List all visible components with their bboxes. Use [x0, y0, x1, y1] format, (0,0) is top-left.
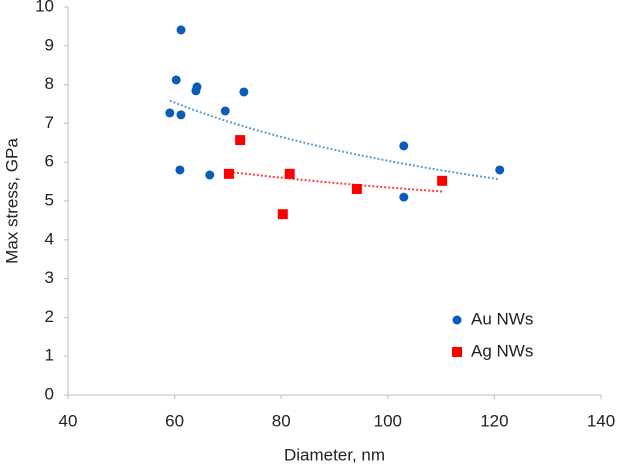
legend-label: Au NWs — [471, 309, 533, 328]
point — [284, 168, 295, 179]
point — [399, 141, 409, 151]
point — [176, 25, 186, 35]
y-tick-label: 6 — [45, 152, 54, 171]
point — [437, 175, 448, 186]
point — [176, 110, 186, 120]
y-tick-label: 2 — [45, 307, 54, 326]
x-tick-label: 40 — [59, 411, 78, 430]
point — [205, 170, 215, 180]
y-tick-label: 4 — [45, 229, 54, 248]
point — [399, 192, 409, 202]
legend-label: Ag NWs — [471, 341, 533, 360]
point — [171, 75, 181, 85]
point — [495, 165, 505, 175]
y-tick-label: 0 — [45, 384, 54, 403]
x-tick-label: 100 — [374, 411, 402, 430]
point — [165, 108, 175, 118]
x-tick-label: 60 — [165, 411, 184, 430]
point — [351, 183, 362, 194]
point — [239, 87, 249, 97]
y-axis-label: Max stress, GPa — [2, 138, 21, 264]
x-tick-label: 140 — [587, 411, 615, 430]
trendline — [169, 99, 500, 181]
point — [235, 135, 246, 146]
y-tick-label: 1 — [45, 346, 54, 365]
y-tick-label: 9 — [45, 35, 54, 54]
legend-marker — [452, 347, 462, 357]
trendline — [228, 170, 443, 193]
y-tick-label: 3 — [45, 268, 54, 287]
x-tick-label: 120 — [480, 411, 508, 430]
point — [223, 168, 234, 179]
x-tick-label: 80 — [272, 411, 291, 430]
y-tick-label: 5 — [45, 190, 54, 209]
y-tick-label: 7 — [45, 113, 54, 132]
point — [277, 209, 288, 220]
point — [220, 106, 230, 116]
x-axis-label: Diameter, nm — [284, 445, 385, 464]
y-tick-label: 8 — [45, 74, 54, 93]
point — [192, 82, 202, 92]
point — [175, 165, 185, 175]
legend-marker — [452, 315, 462, 325]
y-tick-label: 10 — [35, 0, 54, 15]
